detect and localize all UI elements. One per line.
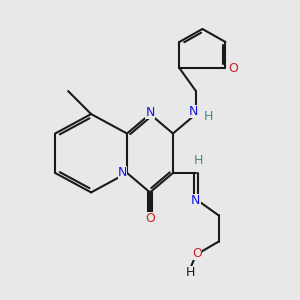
Text: N: N xyxy=(145,106,155,119)
Text: O: O xyxy=(193,247,202,260)
Text: N: N xyxy=(191,194,201,207)
Text: O: O xyxy=(229,61,238,75)
Text: N: N xyxy=(189,105,198,118)
Text: H: H xyxy=(204,110,213,123)
Text: N: N xyxy=(118,167,127,179)
Text: H: H xyxy=(194,154,203,167)
Text: O: O xyxy=(145,212,155,225)
Text: H: H xyxy=(186,266,195,279)
